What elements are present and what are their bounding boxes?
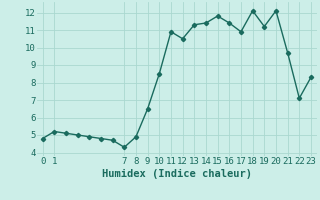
- X-axis label: Humidex (Indice chaleur): Humidex (Indice chaleur): [102, 169, 252, 179]
